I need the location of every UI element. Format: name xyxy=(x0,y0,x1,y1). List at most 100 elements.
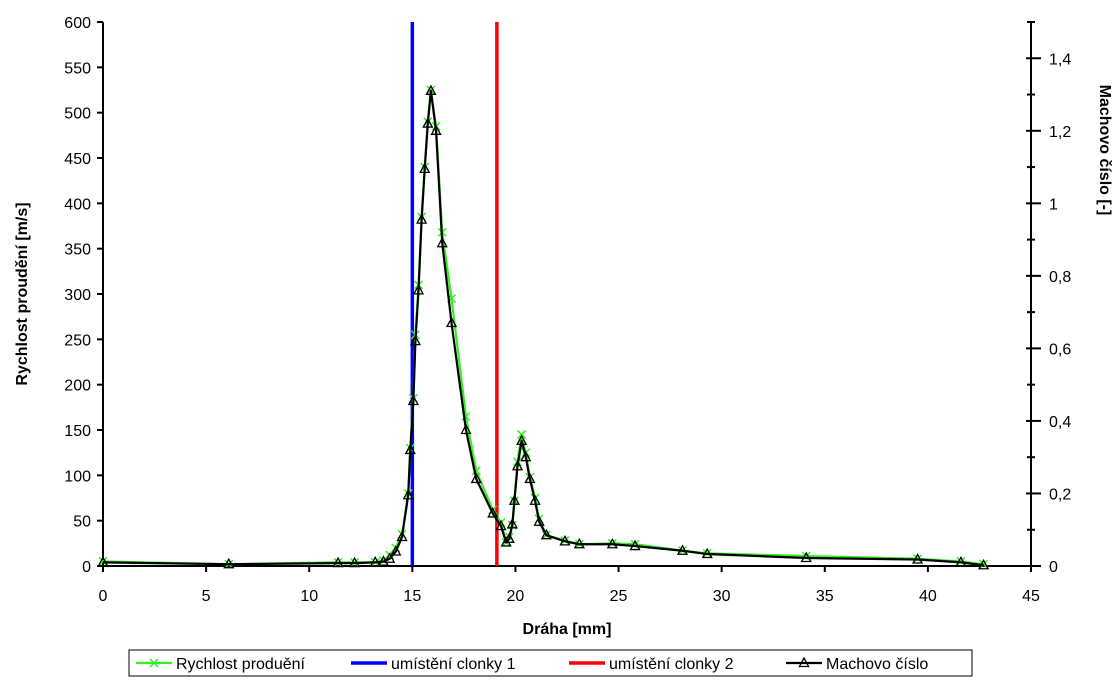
series-line xyxy=(102,88,984,566)
data-point-triangle-marker xyxy=(412,283,425,295)
x-tick-label: 35 xyxy=(816,588,834,605)
data-point-triangle-marker xyxy=(349,556,361,568)
data-point-triangle-marker xyxy=(409,334,422,346)
data-point-triangle-marker xyxy=(422,117,434,128)
legend-item-0: Rychlost produění xyxy=(136,656,306,673)
x-tick-label: 45 xyxy=(1022,588,1040,605)
legend-label: umístění clonky 1 xyxy=(391,656,516,673)
y2-tick-label: 0,6 xyxy=(1049,341,1071,358)
y-tick-label: 50 xyxy=(73,514,91,531)
data-point-triangle-marker xyxy=(540,528,552,540)
data-point-triangle-marker xyxy=(573,537,585,549)
data-point-triangle-marker xyxy=(436,236,448,248)
data-point-triangle-marker xyxy=(97,555,109,567)
data-point-triangle-marker xyxy=(516,434,528,446)
axis-titles: Dráha [mm] Rychlost proudění [m/s] Macho… xyxy=(14,85,1113,638)
data-point-triangle-marker xyxy=(390,545,402,556)
x-tick-label: 15 xyxy=(403,588,421,605)
data-point-triangle-marker xyxy=(369,555,381,567)
data-point-triangle-marker xyxy=(524,472,536,484)
y-axis-title: Rychlost proudění [m/s] xyxy=(14,202,31,385)
y-tick-label: 0 xyxy=(82,559,91,576)
y2-tick-label: 0,2 xyxy=(1049,486,1071,503)
y-tick-label: 300 xyxy=(64,287,91,304)
data-point-triangle-marker xyxy=(511,459,524,471)
data-point-triangle-marker xyxy=(402,488,414,500)
data-point-triangle-marker xyxy=(503,532,515,543)
legend-item-1: umístění clonky 1 xyxy=(351,656,516,673)
legend-item-2: umístění clonky 2 xyxy=(569,656,734,673)
data-point-x-marker xyxy=(149,658,159,668)
data-point-triangle-marker xyxy=(419,162,431,174)
data-point-triangle-marker xyxy=(911,553,924,564)
x-tick-label: 5 xyxy=(202,588,211,605)
x-tick-label: 20 xyxy=(507,588,525,605)
data-point-triangle-marker xyxy=(223,557,235,569)
y-tick-label: 250 xyxy=(64,332,91,349)
y-tick-label: 500 xyxy=(64,106,91,123)
data-point-triangle-marker xyxy=(506,517,518,529)
x-axis-title: Dráha [mm] xyxy=(523,621,612,638)
data-point-triangle-marker xyxy=(701,547,713,559)
y-tick-label: 200 xyxy=(64,378,91,395)
y2-axis-title: Machovo číslo [-] xyxy=(1096,85,1113,216)
data-point-triangle-marker xyxy=(495,519,507,531)
legend: Rychlost produění umístění clonky 1 umístě… xyxy=(128,649,973,677)
data-point-triangle-marker xyxy=(629,539,641,551)
y-tick-label: 100 xyxy=(64,468,91,485)
data-point-triangle-marker xyxy=(508,494,520,505)
y2-tick-label: 0 xyxy=(1049,559,1058,576)
y-tick-label: 550 xyxy=(64,60,91,77)
data-point-triangle-marker xyxy=(606,537,618,549)
legend-box xyxy=(128,649,973,677)
legend-label: Rychlost produění xyxy=(176,656,306,673)
series-line xyxy=(102,89,984,567)
data-point-triangle-marker xyxy=(396,530,408,542)
data-point-triangle-marker xyxy=(559,534,571,546)
data-point-triangle-marker xyxy=(416,213,428,224)
y-tick-label: 450 xyxy=(64,151,91,168)
data-point-triangle-marker xyxy=(798,656,810,668)
x-tick-label: 40 xyxy=(919,588,937,605)
y-tick-label: 350 xyxy=(64,242,91,259)
data-point-x-marker xyxy=(471,466,481,476)
data-point-triangle-marker xyxy=(445,316,458,328)
y2-tick-label: 1 xyxy=(1049,196,1058,213)
data-point-triangle-marker xyxy=(533,515,545,526)
y-tick-label: 400 xyxy=(64,196,91,213)
data-point-triangle-marker xyxy=(407,394,419,406)
data-point-triangle-marker xyxy=(384,552,396,563)
y2-tick-label: 0,4 xyxy=(1049,414,1071,431)
data-point-x-marker xyxy=(98,556,108,566)
series-0 xyxy=(98,85,989,569)
legend-label: umístění clonky 2 xyxy=(609,656,734,673)
data-point-triangle-marker xyxy=(487,507,499,518)
data-point-triangle-marker xyxy=(676,544,689,555)
data-point-triangle-marker xyxy=(460,423,472,435)
legend-item-3: Machovo číslo xyxy=(786,656,928,673)
y2-tick-label: 1,2 xyxy=(1049,124,1071,141)
data-point-triangle-marker xyxy=(470,472,482,484)
data-point-x-marker xyxy=(461,411,471,421)
data-point-triangle-marker xyxy=(332,556,344,568)
data-point-triangle-marker xyxy=(977,558,990,570)
x-tick-label: 0 xyxy=(99,588,108,605)
y-tick-label: 600 xyxy=(64,15,91,32)
y2-tick-label: 0,8 xyxy=(1049,269,1071,286)
x-tick-label: 25 xyxy=(610,588,628,605)
y2-tick-label: 1,4 xyxy=(1049,51,1071,68)
y-tick-label: 150 xyxy=(64,423,91,440)
data-point-triangle-marker xyxy=(404,443,416,455)
data-point-triangle-marker xyxy=(529,494,541,505)
series-3 xyxy=(97,84,990,570)
data-point-triangle-marker xyxy=(800,551,812,563)
series-group xyxy=(97,22,990,570)
x-tick-label: 30 xyxy=(713,588,731,605)
data-point-triangle-marker xyxy=(520,450,532,462)
legend-label: Machovo číslo xyxy=(826,656,928,673)
data-point-triangle-marker xyxy=(425,84,437,96)
data-point-triangle-marker xyxy=(955,555,967,567)
